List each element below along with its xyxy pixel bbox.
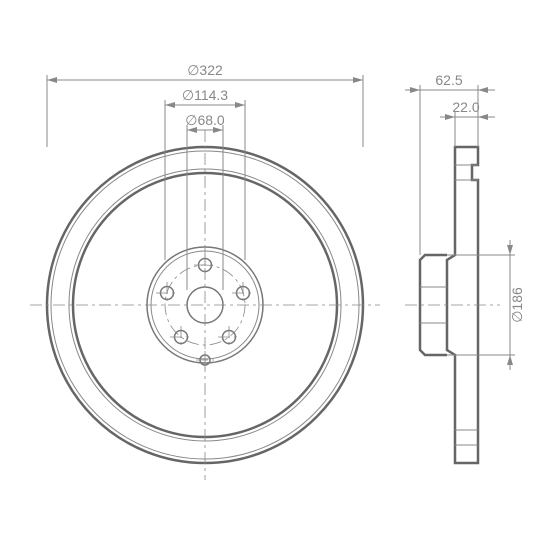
dim-h1: ∅186: [509, 287, 525, 323]
dim-w1: 62.5: [435, 72, 462, 88]
dim-d1: ∅322: [187, 62, 223, 78]
dimensions: ∅322 ∅114.3 ∅68.0 62.5 22.0 ∅1: [47, 62, 525, 370]
side-view: [405, 147, 500, 463]
dim-d3: ∅68.0: [185, 112, 225, 128]
dim-w2: 22.0: [452, 99, 479, 115]
dim-d2: ∅114.3: [182, 87, 228, 103]
brake-disc-drawing: ∅322 ∅114.3 ∅68.0 62.5 22.0 ∅1: [0, 0, 540, 540]
front-view: [30, 130, 380, 480]
